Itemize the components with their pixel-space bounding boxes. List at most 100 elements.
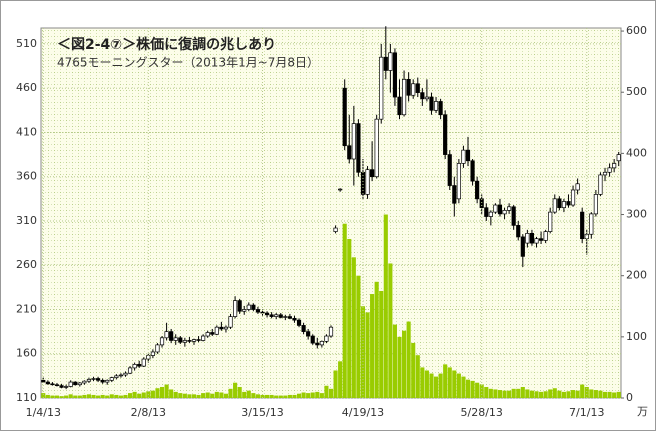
candle-body — [91, 378, 96, 380]
volume-bar — [575, 390, 580, 398]
volume-bar — [54, 395, 60, 398]
candle-body — [447, 154, 452, 186]
candle-body — [109, 377, 114, 381]
candle-body — [552, 198, 557, 213]
volume-bar — [214, 391, 219, 398]
x-tick-label: 5/28/13 — [461, 406, 503, 419]
candle-body — [114, 375, 119, 378]
candle-body — [187, 340, 192, 342]
volume-bar — [191, 394, 197, 398]
candle-body — [411, 83, 416, 96]
y2-tick-label: 300 — [626, 208, 647, 221]
volume-bar — [150, 390, 155, 398]
volume-bar — [465, 379, 471, 398]
candle-body — [538, 238, 544, 241]
volume-bar — [379, 290, 384, 398]
volume-bar — [557, 390, 562, 398]
candle-body — [561, 201, 566, 209]
candle-body — [178, 337, 183, 343]
volume-bar — [292, 394, 297, 398]
candle-body — [118, 374, 124, 377]
volume-bar — [223, 393, 229, 398]
candle-body — [602, 171, 608, 176]
volume-bar — [520, 386, 525, 398]
volume-bar — [552, 388, 557, 398]
candle-body — [223, 326, 229, 330]
volume-bar — [64, 395, 69, 398]
volume-bar — [543, 391, 548, 398]
volume-bar — [301, 392, 306, 398]
candle-body — [246, 304, 251, 310]
candle-body — [557, 198, 562, 209]
volume-bar — [319, 393, 324, 398]
candle-body — [159, 337, 165, 346]
candle-body — [141, 358, 146, 367]
candle-body — [182, 340, 187, 343]
volume-bar — [315, 391, 320, 398]
candle-body — [365, 169, 370, 195]
volume-bar — [182, 393, 187, 398]
volume-bar — [424, 370, 429, 398]
candle-body — [534, 238, 539, 244]
candle-body — [612, 163, 617, 169]
volume-bar — [255, 394, 260, 398]
volume-bar — [296, 393, 302, 398]
candle-body — [607, 167, 612, 173]
candle-body — [347, 145, 352, 160]
candle-body — [493, 204, 498, 213]
candle-body — [351, 123, 356, 160]
x-tick-label: 1/4/13 — [26, 406, 61, 419]
candle-body — [301, 325, 306, 332]
candle-body — [205, 332, 210, 337]
chart-subtitle: 4765モーニングスター（2013年1月~7月8日） — [57, 56, 319, 70]
candle-body — [543, 231, 548, 241]
candle-body — [470, 160, 475, 182]
volume-bar — [233, 382, 238, 398]
candle-body — [507, 206, 512, 211]
candle-body — [433, 101, 439, 111]
volume-bar — [397, 336, 402, 398]
candle-body — [233, 300, 238, 317]
volume-bar — [132, 391, 137, 398]
volume-bar — [328, 388, 334, 398]
candle-body — [214, 326, 219, 335]
candle-body — [59, 385, 64, 388]
volume-bar — [497, 390, 503, 398]
candle-body — [342, 87, 347, 147]
candle-body — [570, 189, 576, 206]
volume-bar — [137, 393, 142, 398]
candle-body — [397, 96, 402, 116]
volume-bar — [96, 395, 101, 398]
candle-body — [164, 331, 169, 339]
candle-body — [255, 309, 261, 313]
volume-bar — [516, 388, 521, 398]
candle-body — [242, 309, 247, 312]
volume-bar — [347, 238, 352, 398]
candle-body — [593, 194, 598, 215]
candle-body — [96, 378, 101, 381]
volume-bar — [580, 384, 585, 398]
volume-bar — [109, 394, 114, 398]
volume-bar — [616, 391, 621, 398]
y2-tick-label: 600 — [626, 24, 647, 37]
volume-bar — [529, 390, 534, 398]
candle-body — [383, 56, 388, 71]
candle-body — [424, 96, 429, 100]
volume-bar — [201, 393, 206, 398]
volume-bar — [589, 389, 594, 398]
volume-bar — [287, 394, 292, 398]
candle-body — [616, 154, 621, 162]
volume-bar — [77, 395, 82, 398]
volume-bar — [82, 394, 87, 398]
volume-bar — [356, 275, 361, 398]
candle-body — [41, 379, 46, 383]
volume-bar — [173, 391, 178, 398]
y-tick-label: 110 — [16, 391, 37, 404]
volume-bar — [406, 321, 411, 398]
volume-bar — [219, 392, 224, 398]
volume-bar — [278, 395, 283, 398]
volume-bar — [388, 263, 393, 398]
candle-body — [54, 384, 60, 386]
y2-tick-label: 200 — [626, 269, 647, 282]
volume-bar — [237, 386, 242, 398]
